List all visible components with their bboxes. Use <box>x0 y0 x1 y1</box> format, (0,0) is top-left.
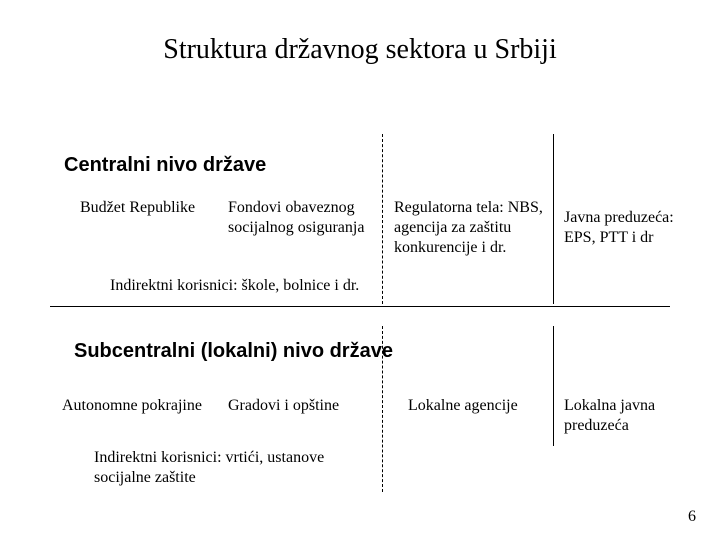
central-cell-2: Regulatorna tela: NBS, agencija za zašti… <box>394 198 552 258</box>
page-number: 6 <box>688 508 696 526</box>
slide-title: Struktura državnog sektora u Srbiji <box>0 34 720 66</box>
divider-solid-lower <box>553 326 554 446</box>
sub-cell-2: Lokalne agencije <box>408 396 548 416</box>
central-cell-3: Javna preduzeća: EPS, PTT i dr <box>564 208 694 248</box>
central-cell-0: Budžet Republike <box>80 198 250 218</box>
central-indirect: Indirektni korisnici: škole, bolnice i d… <box>110 276 410 296</box>
sub-cell-3: Lokalna javna preduzeća <box>564 396 694 436</box>
divider-solid-upper <box>553 134 554 304</box>
heading-subcentral: Subcentralni (lokalni) nivo države <box>74 340 393 363</box>
sub-cell-1: Gradovi i opštine <box>228 396 378 416</box>
sub-indirect: Indirektni korisnici: vrtići, ustanove s… <box>94 448 384 488</box>
central-cell-1: Fondovi obaveznog socijalnog osiguranja <box>228 198 378 238</box>
sub-cell-0: Autonomne pokrajine <box>62 396 222 416</box>
heading-central: Centralni nivo države <box>64 154 266 177</box>
horizontal-divider <box>50 306 670 307</box>
slide: Struktura državnog sektora u Srbiji Cent… <box>0 0 720 540</box>
